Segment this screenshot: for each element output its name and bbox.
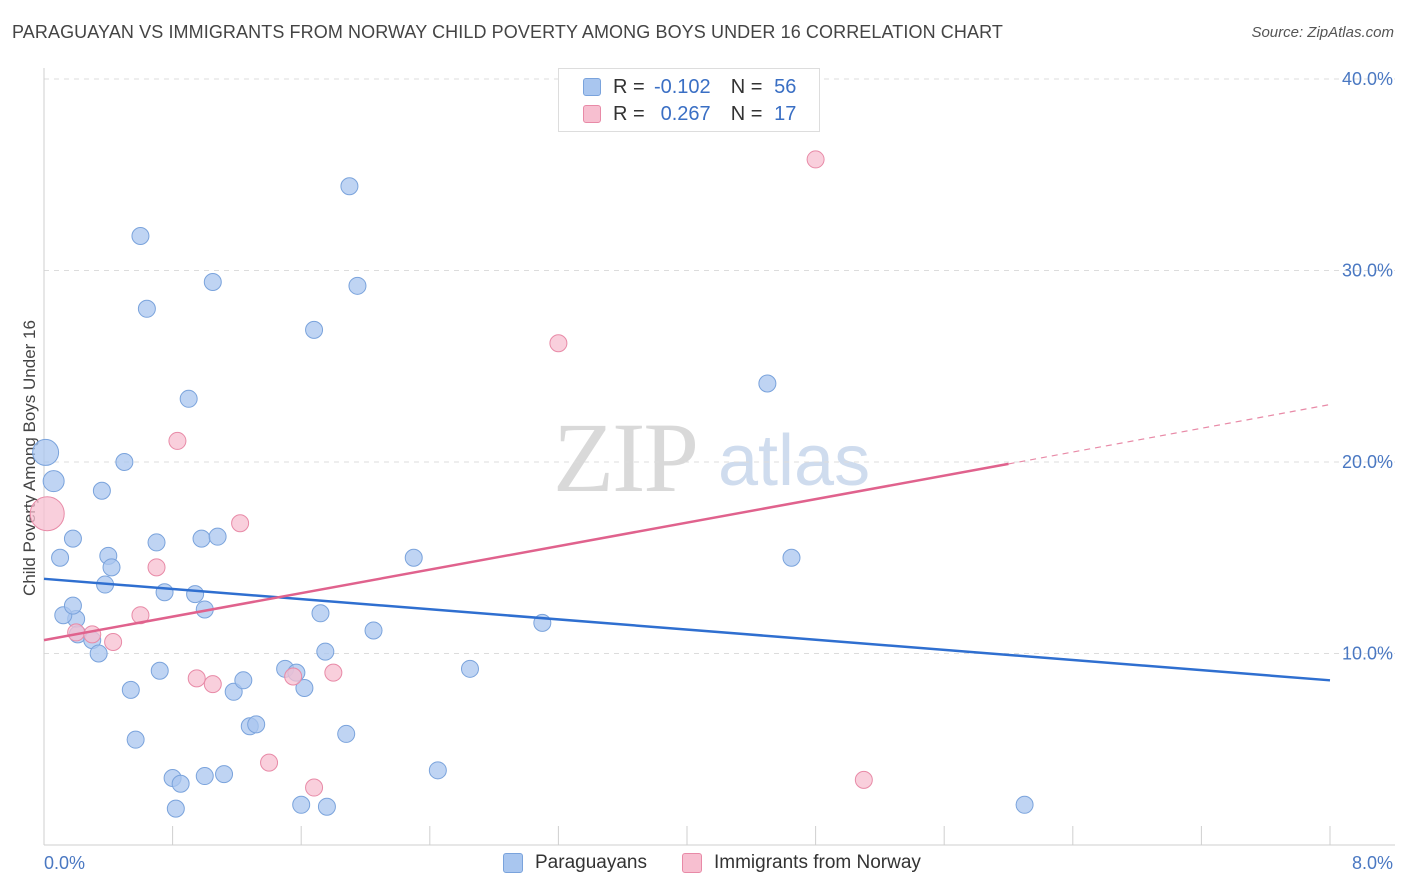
point-paraguayans: [316, 642, 335, 661]
point-paraguayans: [305, 320, 324, 339]
point-norway: [187, 669, 206, 688]
point-paraguayans: [192, 529, 211, 548]
legend-item-paraguayans: Paraguayans: [503, 852, 647, 874]
legend-n-value: 56: [774, 75, 797, 98]
point-norway: [549, 334, 568, 353]
point-paraguayans: [51, 548, 70, 567]
point-paraguayans: [166, 799, 185, 818]
legend-row-norway: R = 0.267 N = 17: [583, 101, 796, 127]
point-paraguayans: [63, 529, 82, 548]
watermark-atlas: atlas: [718, 421, 871, 501]
point-paraguayans: [428, 761, 447, 780]
point-paraguayans: [121, 680, 140, 699]
point-paraguayans: [155, 583, 174, 602]
point-norway: [147, 558, 166, 577]
legend-row-paraguayans: R = -0.102 N = 56: [583, 74, 796, 100]
point-paraguayans: [89, 644, 108, 663]
point-norway: [83, 625, 102, 644]
point-paraguayans: [337, 724, 356, 743]
point-norway: [806, 150, 825, 169]
legend-n-value: 17: [774, 102, 797, 125]
legend-swatch-norway: [583, 105, 601, 123]
trendline-norway-extension: [1008, 403, 1331, 465]
legend-swatch-norway: [682, 853, 702, 873]
point-paraguayans: [63, 596, 82, 615]
legend-label-paraguayans: Paraguayans: [535, 852, 647, 873]
series-legend: Paraguayans Immigrants from Norway: [0, 852, 1406, 878]
point-paraguayans: [131, 227, 150, 246]
legend-r-value: -0.102: [653, 75, 711, 98]
point-paraguayans: [92, 481, 111, 500]
point-paraguayans: [224, 682, 243, 701]
point-norway: [854, 770, 873, 789]
trendline-norway: [43, 462, 1009, 642]
point-paraguayans: [147, 533, 166, 552]
x-tick-label: 0.0%: [44, 853, 85, 873]
y-tick-label: 10.0%: [1342, 644, 1393, 664]
point-paraguayans: [317, 797, 336, 816]
point-paraguayans: [460, 659, 479, 678]
legend-swatch-paraguayans: [503, 853, 523, 873]
point-paraguayans: [179, 389, 198, 408]
point-paraguayans: [186, 585, 205, 604]
point-paraguayans: [292, 795, 311, 814]
point-paraguayans: [126, 730, 145, 749]
point-paraguayans: [215, 765, 234, 784]
point-paraguayans: [758, 374, 777, 393]
source-credit: Source: ZipAtlas.com: [1251, 24, 1394, 41]
legend-swatch-paraguayans: [583, 78, 601, 96]
legend-item-norway: Immigrants from Norway: [682, 852, 921, 874]
x-tick-label: 8.0%: [1352, 853, 1393, 873]
point-paraguayans: [171, 774, 190, 793]
point-paraguayans: [203, 272, 222, 291]
point-paraguayans: [115, 453, 134, 471]
point-paraguayans: [311, 604, 330, 623]
watermark-zip: ZIP: [553, 402, 699, 513]
point-paraguayans: [782, 548, 801, 567]
point-paraguayans: [234, 671, 253, 690]
legend-n-label: N =: [730, 75, 763, 98]
point-paraguayans: [32, 438, 60, 466]
point-paraguayans: [295, 678, 314, 697]
trendline-paraguayans: [43, 577, 1331, 682]
point-paraguayans: [102, 558, 121, 577]
point-norway: [324, 663, 343, 682]
point-norway: [104, 633, 123, 652]
point-paraguayans: [42, 470, 65, 493]
point-norway: [203, 675, 222, 694]
point-paraguayans: [208, 527, 227, 546]
point-paraguayans: [364, 621, 383, 640]
legend-r-value: 0.267: [660, 102, 711, 125]
point-paraguayans: [1015, 795, 1034, 814]
y-tick-label: 40.0%: [1342, 69, 1393, 89]
chart-title: PARAGUAYAN VS IMMIGRANTS FROM NORWAY CHI…: [12, 22, 1003, 42]
y-tick-label: 20.0%: [1342, 452, 1393, 472]
legend-r-label: R =: [613, 75, 645, 98]
point-paraguayans: [195, 767, 214, 786]
point-paraguayans: [348, 276, 367, 295]
legend-n-label: N =: [730, 102, 763, 125]
correlation-legend: R = -0.102 N = 56 R = 0.267 N = 17: [558, 68, 820, 132]
point-norway: [284, 667, 303, 686]
y-tick-label: 30.0%: [1342, 261, 1393, 281]
legend-label-norway: Immigrants from Norway: [714, 852, 921, 873]
point-paraguayans: [150, 661, 169, 680]
point-paraguayans: [247, 715, 266, 734]
point-norway: [231, 514, 250, 533]
point-norway: [29, 496, 65, 532]
point-norway: [168, 431, 187, 450]
legend-r-label: R =: [613, 102, 645, 125]
point-norway: [260, 753, 279, 772]
point-paraguayans: [404, 548, 423, 567]
point-paraguayans: [137, 299, 156, 318]
point-paraguayans: [340, 177, 359, 196]
point-norway: [305, 778, 324, 797]
